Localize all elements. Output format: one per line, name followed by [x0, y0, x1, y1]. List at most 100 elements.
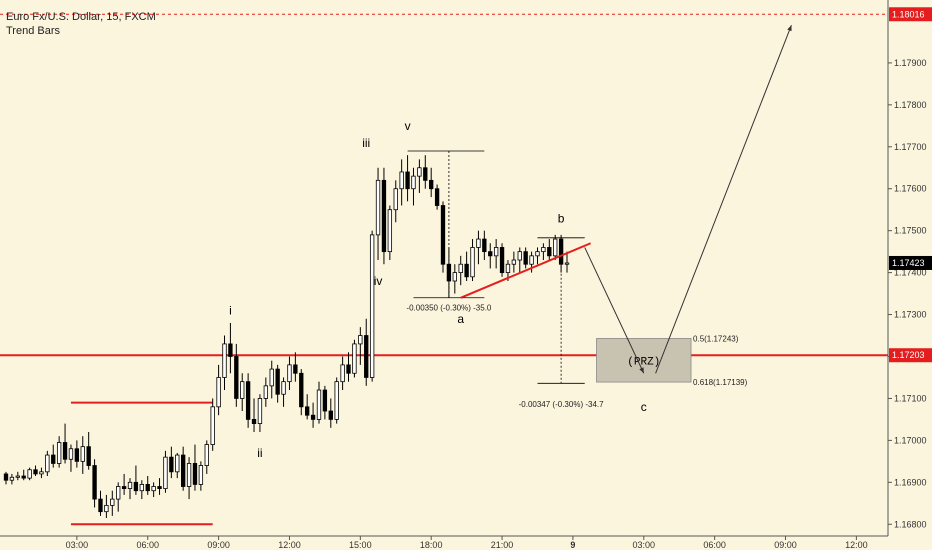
measure-2-label: -0.00347 (-0.30%) -34.7	[519, 400, 604, 409]
x-tick-label: 21:00	[491, 540, 514, 550]
candle-body	[541, 247, 546, 253]
candle-body	[440, 205, 446, 265]
candle-body	[92, 465, 97, 500]
candle-body	[476, 238, 481, 248]
candle-body	[74, 448, 80, 462]
y-tick-label: 1.17300	[894, 310, 927, 320]
y-tick-label: 1.17800	[894, 100, 927, 110]
candle-body	[381, 179, 387, 253]
candle-body	[482, 238, 487, 253]
wave-label: b	[558, 211, 565, 225]
x-tick-label: 12:00	[845, 540, 868, 550]
candles	[3, 155, 570, 518]
fib-05-label: 0.5(1.17243)	[693, 334, 739, 343]
price-tag: 1.17203	[892, 350, 925, 360]
projection-arrow-up-head	[787, 25, 792, 32]
candle-body	[346, 364, 351, 374]
level-lines	[0, 13, 888, 526]
candle-body	[281, 381, 286, 395]
candle-body	[263, 385, 269, 399]
candle-body	[45, 454, 50, 473]
price-tag: 1.17423	[892, 258, 925, 268]
candle-body	[535, 251, 540, 257]
candle-body	[15, 475, 20, 478]
candle-body	[322, 389, 328, 412]
candle-body	[68, 448, 74, 460]
candle-body	[488, 251, 493, 257]
candle-body	[352, 343, 357, 374]
candle-body	[234, 356, 239, 399]
candle-body	[423, 167, 428, 181]
y-tick-label: 1.16800	[894, 519, 927, 529]
wave-label: i	[229, 304, 232, 318]
projection-arrow-down-head	[639, 367, 644, 374]
wave-label: ii	[257, 446, 262, 460]
candle-body	[192, 463, 198, 485]
projection-arrow-up	[655, 24, 792, 374]
measure-1-label: -0.00350 (-0.30%) -35.0	[406, 303, 491, 312]
candle-body	[210, 406, 215, 445]
candle-body	[228, 343, 233, 357]
wave-label: c	[641, 400, 647, 414]
candle-body	[216, 377, 221, 408]
candle-body	[133, 481, 139, 492]
y-tick-label: 1.17900	[894, 58, 927, 68]
candle-body	[104, 504, 109, 513]
candle-body	[547, 247, 552, 257]
study-name: Trend Bars	[6, 25, 61, 37]
candle-body	[405, 171, 410, 190]
candle-body	[358, 335, 363, 345]
y-tick-label: 1.17000	[894, 435, 927, 445]
prz-label: (PRZ)	[627, 356, 660, 368]
candle-body	[110, 498, 115, 506]
candle-body	[269, 368, 274, 387]
x-tick-label: 06:00	[703, 540, 726, 550]
price-tag: 1.18016	[892, 9, 925, 19]
y-tick-label: 1.17700	[894, 142, 927, 152]
candle-body	[299, 372, 304, 408]
candle-body	[493, 247, 499, 257]
candle-body	[434, 188, 440, 206]
candle-body	[417, 167, 422, 177]
candle-body	[464, 263, 469, 278]
candle-body	[204, 444, 209, 466]
candle-body	[222, 343, 227, 378]
candle-body	[27, 469, 32, 479]
candle-body	[364, 335, 369, 378]
candle-body	[186, 463, 192, 487]
candle-body	[287, 364, 292, 383]
candle-body	[293, 364, 298, 374]
x-tick-label: 09:00	[207, 540, 230, 550]
symbol-title: Euro Fx/U.S. Dollar, 15, FXCM	[6, 11, 156, 23]
candle-body	[411, 175, 416, 190]
candle-body	[9, 476, 15, 481]
candle-body	[310, 414, 316, 420]
candle-body	[21, 475, 26, 479]
candle-body	[121, 486, 127, 490]
candle-body	[275, 368, 280, 395]
candle-body	[452, 272, 457, 282]
candle-body	[251, 419, 257, 424]
candle-body	[151, 486, 156, 492]
candle-body	[180, 454, 186, 487]
candle-body	[470, 247, 475, 278]
candle-body	[116, 486, 121, 500]
candle-body	[56, 442, 62, 464]
candle-body	[387, 209, 393, 253]
wave-label: iv	[374, 274, 383, 288]
fib-0618-label: 0.618(1.17139)	[693, 378, 748, 387]
y-tick-label: 1.17500	[894, 226, 927, 236]
candle-body	[375, 179, 381, 236]
candle-body	[511, 259, 517, 265]
candle-body	[523, 251, 528, 265]
candle-body	[553, 238, 558, 257]
y-tick-label: 1.17600	[894, 184, 927, 194]
price-labels: 1.18016 1.17423 1.17203	[889, 7, 932, 363]
prz-box	[596, 338, 692, 383]
y-tick-label: 1.16900	[894, 477, 927, 487]
candle-body	[393, 188, 398, 211]
x-tick-label: 12:00	[278, 540, 301, 550]
x-tick-label: 18:00	[420, 540, 443, 550]
wave-label: v	[405, 119, 411, 133]
